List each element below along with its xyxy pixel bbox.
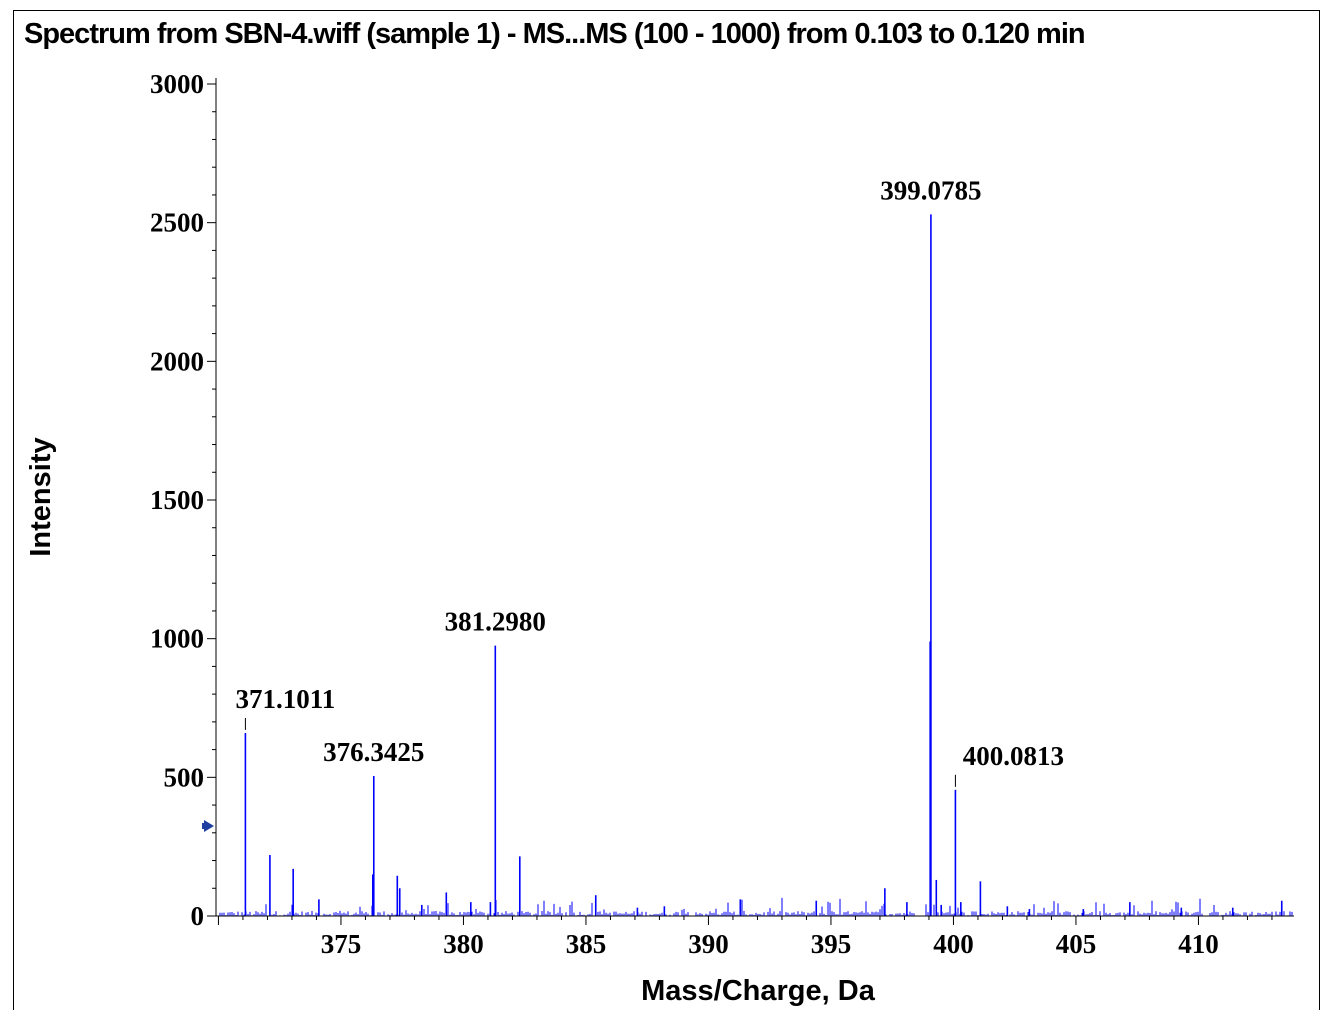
noise-trace: [219, 897, 1293, 916]
y-tick-label: 1000: [150, 624, 204, 654]
x-tick-label: 405: [1056, 929, 1097, 959]
peak-label: 381.2980: [445, 607, 546, 637]
peak-labels: 371.1011 376.3425 381.2980 399.0785 400.0813: [236, 175, 1064, 787]
chart-frame: [13, 10, 1320, 1010]
threshold-arrow-shaft: [202, 823, 206, 829]
peak-label: 400.0813: [963, 741, 1064, 771]
baseline-noise: [219, 897, 1293, 916]
x-tick-label: 380: [443, 929, 484, 959]
x-tick-label: 385: [566, 929, 607, 959]
x-tick-label: 390: [688, 929, 729, 959]
y-tick-label: 1500: [150, 485, 204, 515]
x-tick-label: 395: [811, 929, 852, 959]
y-tick-label: 500: [164, 762, 205, 792]
y-tick-label: 3000: [150, 69, 204, 99]
peak-label: 376.3425: [323, 737, 424, 767]
x-tick-label: 375: [321, 929, 362, 959]
peak-series: [244, 214, 1283, 916]
x-axis-ticks: 375 380 385 390 395 400 405 410: [217, 916, 1273, 959]
axes: [215, 78, 1294, 917]
chart-title: Spectrum from SBN-4.wiff (sample 1) - MS…: [24, 18, 1086, 50]
y-tick-label: 2000: [150, 346, 204, 376]
y-axis-ticks: 0 500 1000 1500 2000 2500 3000: [150, 69, 216, 931]
peak-label: 399.0785: [880, 175, 981, 205]
x-tick-label: 400: [933, 929, 974, 959]
y-tick-label: 2500: [150, 208, 204, 238]
y-axis-title: Intensity: [25, 437, 57, 556]
threshold-arrow-icon[interactable]: [204, 820, 214, 832]
y-tick-label: 0: [191, 901, 205, 931]
x-tick-label: 410: [1178, 929, 1219, 959]
peak-label: 371.1011: [236, 684, 336, 714]
x-axis-title: Mass/Charge, Da: [641, 975, 876, 1007]
